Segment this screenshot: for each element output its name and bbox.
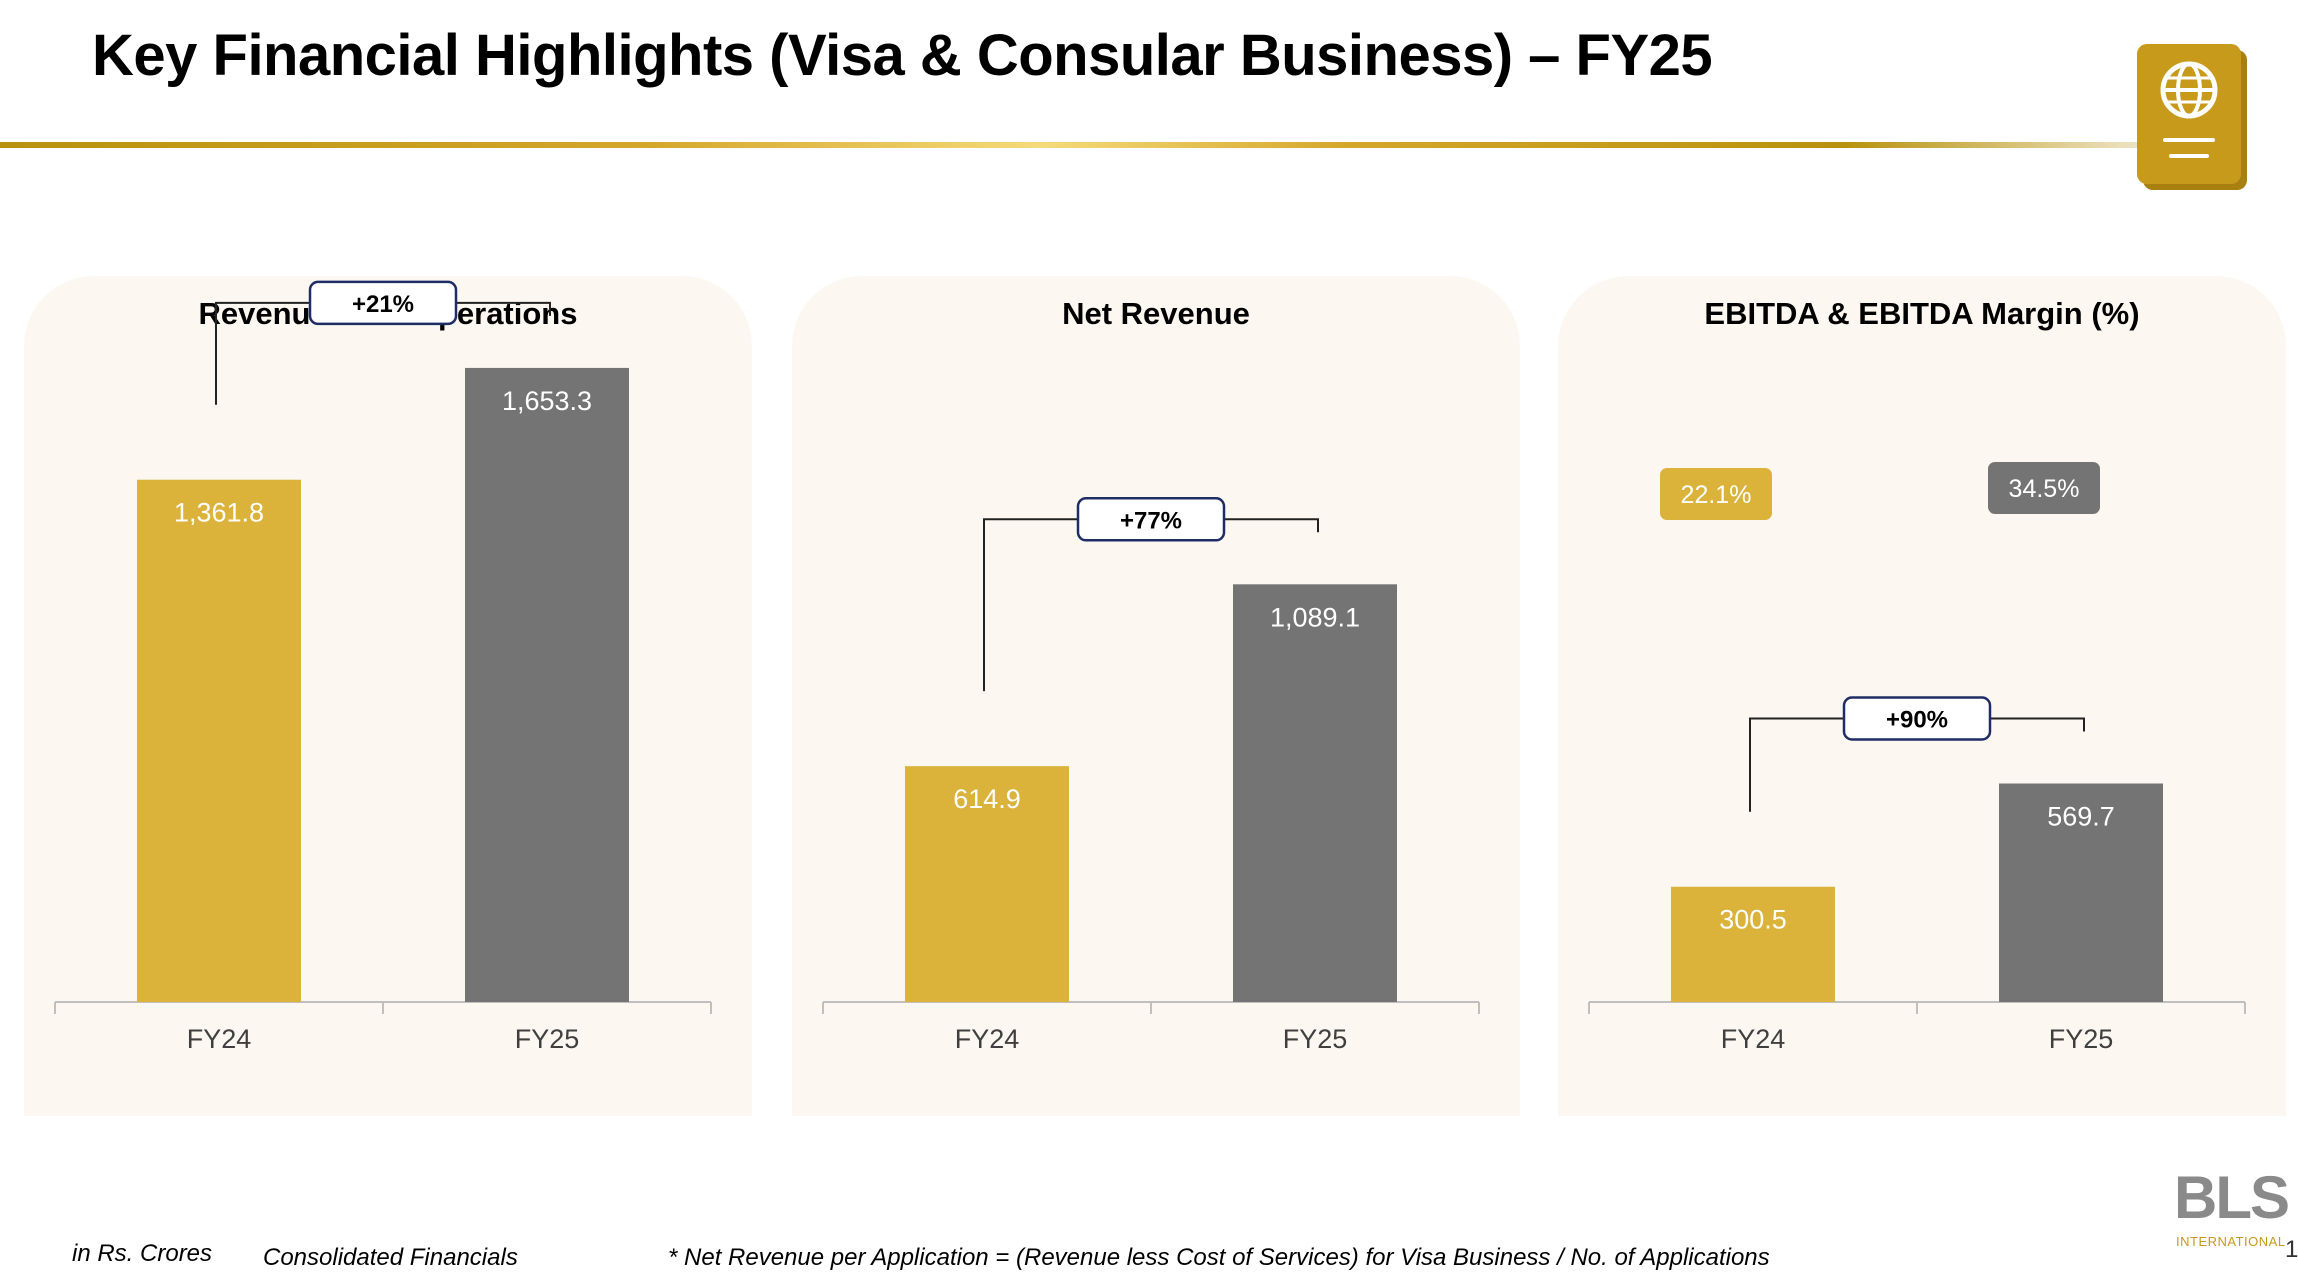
x-tick-label: FY25 bbox=[515, 1024, 580, 1054]
growth-pill bbox=[1842, 696, 1992, 741]
bar-value-label: 300.5 bbox=[1719, 905, 1787, 935]
margin-label: 34.5% bbox=[2009, 475, 2080, 503]
x-tick-label: FY24 bbox=[955, 1024, 1020, 1054]
passport-badge bbox=[2137, 44, 2241, 184]
bar-fy25 bbox=[1233, 584, 1397, 1002]
bar-value-label: 614.9 bbox=[953, 784, 1021, 814]
chart-card-ebitda: EBITDA & EBITDA Margin (%) 300.5 FY24 569.… bbox=[1558, 276, 2286, 1116]
growth-pill bbox=[1076, 497, 1226, 542]
company-logo: BLS INTERNATIONAL bbox=[2172, 1164, 2292, 1250]
x-tick-label: FY25 bbox=[1283, 1024, 1348, 1054]
growth-pill bbox=[308, 280, 458, 326]
logo-text: BLS bbox=[2174, 1164, 2290, 1231]
bar-fy24 bbox=[1671, 886, 1835, 1002]
bar-fy25 bbox=[1999, 783, 2163, 1002]
bar-fy24 bbox=[137, 479, 301, 1002]
units-note: in Rs. Crores bbox=[72, 1240, 213, 1267]
logo-subtitle: INTERNATIONAL bbox=[2176, 1234, 2286, 1249]
x-tick-label: FY25 bbox=[2049, 1024, 2114, 1054]
growth-label: +90% bbox=[1886, 707, 1948, 734]
revenue-chart: 1,361.8 FY24 1,653.3 FY25 +21% bbox=[54, 280, 712, 1054]
bar-value-label: 1,089.1 bbox=[1270, 602, 1360, 632]
page-number: 1 bbox=[2285, 1236, 2298, 1263]
net-revenue-footnote: * Net Revenue per Application = (Revenue… bbox=[668, 1244, 1770, 1271]
chart-title: Net Revenue bbox=[1062, 296, 1250, 331]
growth-label: +77% bbox=[1120, 507, 1182, 534]
chart-title: EBITDA & EBITDA Margin (%) bbox=[1704, 296, 2140, 331]
x-tick-label: FY24 bbox=[1721, 1024, 1786, 1054]
margin-label: 22.1% bbox=[1681, 481, 1752, 509]
bar-value-label: 569.7 bbox=[2047, 802, 2115, 832]
net-revenue-chart: 614.9 FY24 1,089.1 FY25 +77% bbox=[822, 497, 1480, 1054]
globe-passport-icon bbox=[2160, 61, 2218, 158]
bar-fy24 bbox=[905, 766, 1069, 1002]
chart-card-net-revenue: Net Revenue 614.9 FY24 1,089.1 FY25 +77% bbox=[792, 276, 1520, 1116]
bar-value-label: 1,653.3 bbox=[502, 386, 592, 416]
title-divider bbox=[0, 142, 2170, 148]
bar-value-label: 1,361.8 bbox=[174, 498, 264, 528]
growth-label: +21% bbox=[352, 291, 414, 318]
page-title: Key Financial Highlights (Visa & Consula… bbox=[92, 23, 1713, 88]
chart-card-revenue: Revenue from Operations 1,361.8FY241,653… bbox=[24, 276, 752, 1116]
x-tick-label: FY24 bbox=[187, 1024, 252, 1054]
ebitda-chart: 300.5 FY24 569.7 FY25 +90% 22.1% 34.5% bbox=[1588, 462, 2246, 1054]
bar-fy25 bbox=[465, 367, 629, 1002]
basis-note: Consolidated Financials bbox=[263, 1244, 518, 1271]
margin-badge bbox=[1988, 462, 2100, 514]
margin-badge bbox=[1660, 468, 1772, 520]
